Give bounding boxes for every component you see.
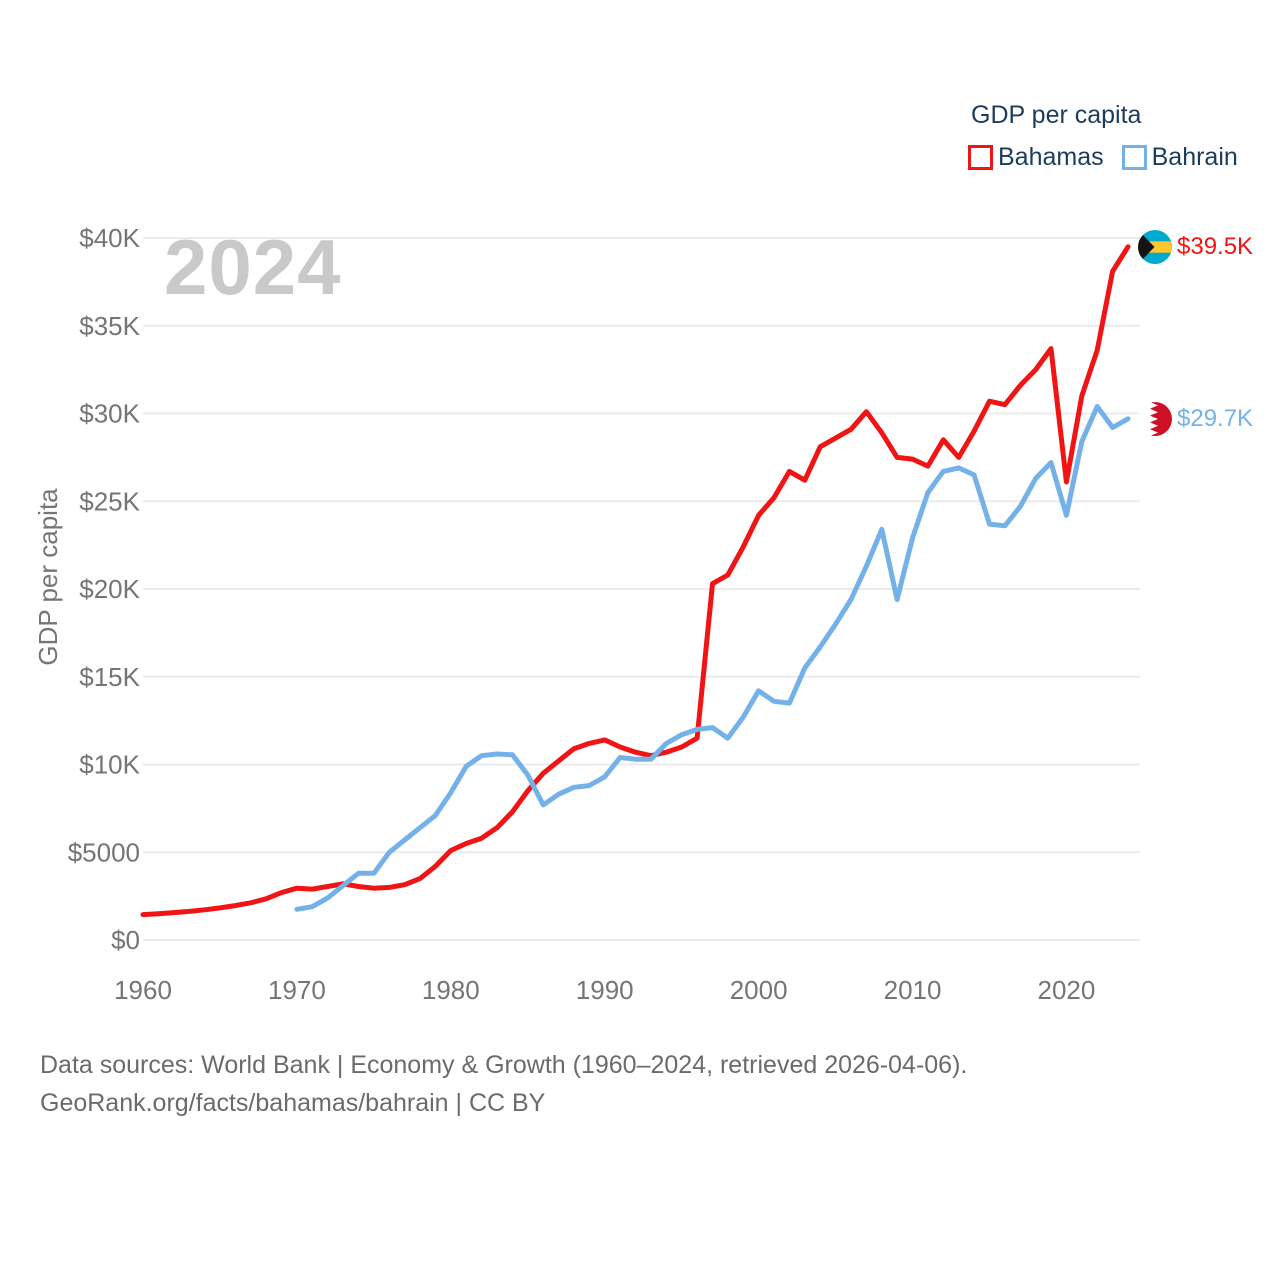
legend-label-bahamas: Bahamas xyxy=(998,143,1104,171)
bahamas-series-swatch-icon xyxy=(968,144,993,170)
x-tick-label: 1980 xyxy=(422,975,480,1005)
y-tick-label: $0 xyxy=(111,925,140,955)
y-tick-label: $30K xyxy=(79,399,140,429)
legend-label-bahrain: Bahrain xyxy=(1151,143,1238,171)
y-tick-label: $10K xyxy=(79,750,140,780)
source-line-1: Data sources: World Bank | Economy & Gro… xyxy=(40,1051,968,1079)
y-tick-label: $35K xyxy=(79,311,140,341)
y-tick-label: $5000 xyxy=(68,837,140,867)
data-source-footer: Data sources: World Bank | Economy & Gro… xyxy=(40,1046,967,1122)
legend-item-bahamas[interactable]: Bahamas xyxy=(968,143,1104,171)
x-tick-label: 2010 xyxy=(884,975,942,1005)
x-tick-label: 2020 xyxy=(1038,975,1096,1005)
bahrain-flag-icon xyxy=(1138,402,1172,436)
y-tick-label: $20K xyxy=(79,574,140,604)
year-watermark: 2024 xyxy=(164,223,342,311)
y-axis-title: GDP per capita xyxy=(33,488,63,666)
legend-title: GDP per capita xyxy=(971,101,1142,129)
line-bahamas xyxy=(140,244,1131,918)
x-tick-label: 1990 xyxy=(576,975,634,1005)
x-tick-label: 2000 xyxy=(730,975,788,1005)
line-bahrain xyxy=(294,404,1131,912)
x-tick-label: 1960 xyxy=(114,975,172,1005)
y-tick-label: $40K xyxy=(79,223,140,253)
y-tick-label: $15K xyxy=(79,662,140,692)
chart-legend: GDP per capita Bahamas Bahrain xyxy=(968,100,1238,171)
y-tick-label: $25K xyxy=(79,486,140,516)
source-line-2: GeoRank.org/facts/bahamas/bahrain | CC B… xyxy=(40,1089,546,1117)
legend-items: Bahamas Bahrain xyxy=(968,143,1238,171)
bahamas-end-value-label: $39.5K xyxy=(1177,233,1254,260)
bahrain-series-swatch-icon xyxy=(1121,144,1147,170)
bahamas-flag-icon xyxy=(1138,230,1172,264)
legend-item-bahrain[interactable]: Bahrain xyxy=(1121,143,1238,171)
bahrain-end-value-label: $29.7K xyxy=(1177,405,1254,432)
x-tick-label: 1970 xyxy=(268,975,326,1005)
